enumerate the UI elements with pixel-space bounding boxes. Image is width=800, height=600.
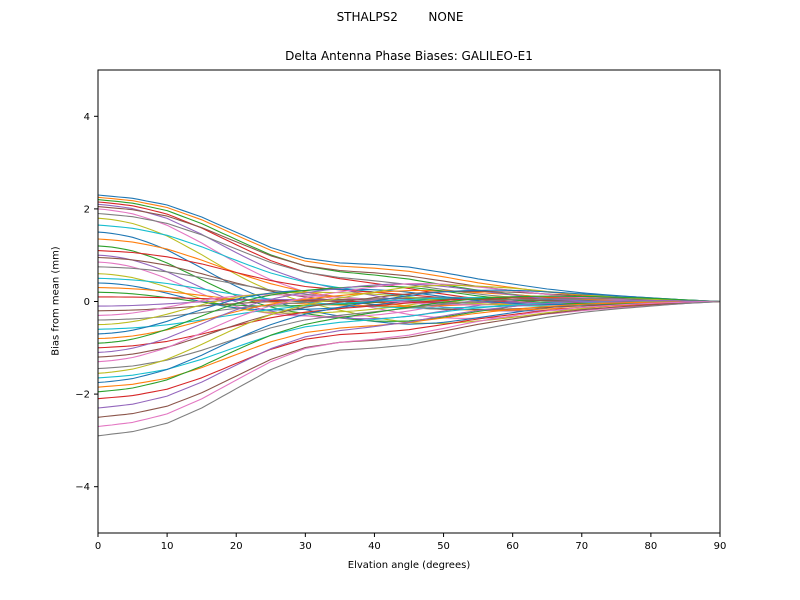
x-tick-label: 50 — [437, 541, 450, 552]
x-tick-label: 70 — [575, 541, 588, 552]
x-tick-label: 10 — [161, 541, 174, 552]
series-line — [97, 300, 720, 388]
x-tick-label: 0 — [95, 541, 101, 552]
series-line — [97, 295, 721, 393]
series-line — [97, 289, 721, 384]
series-line — [97, 300, 721, 418]
x-tick-label: 60 — [506, 541, 519, 552]
suptitle: STHALPS2 NONE — [336, 10, 464, 24]
series-line — [97, 300, 721, 409]
x-tick-label: 20 — [230, 541, 243, 552]
y-tick-label: 0 — [84, 297, 90, 308]
x-tick-label: 30 — [299, 541, 312, 552]
x-tick-label: 90 — [714, 541, 727, 552]
series-line — [97, 283, 721, 363]
y-tick-label: 4 — [84, 112, 90, 123]
series-line — [97, 199, 721, 303]
y-tick-label: −4 — [75, 482, 90, 493]
y-axis-label: Bias from mean (mm) — [50, 246, 62, 356]
series-line — [97, 208, 721, 319]
x-axis-label: Elvation angle (degrees) — [347, 560, 471, 571]
y-tick-label: 2 — [84, 204, 90, 215]
series-line — [97, 298, 721, 370]
y-tick-label: −2 — [75, 390, 90, 401]
series-line — [97, 300, 721, 437]
series-line — [97, 300, 721, 428]
series-line — [97, 194, 721, 303]
x-tick-label: 80 — [645, 541, 658, 552]
x-tick-label: 40 — [368, 541, 381, 552]
axes-title: Delta Antenna Phase Biases: GALILEO-E1 — [285, 49, 533, 63]
